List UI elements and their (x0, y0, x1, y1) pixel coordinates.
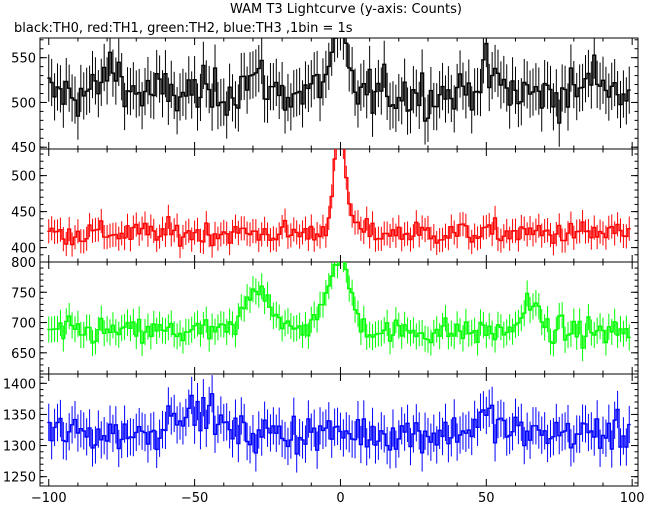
y-tick-label: 650 (11, 347, 36, 362)
x-tick-label: 50 (478, 491, 495, 505)
y-tick-label: 450 (11, 206, 36, 221)
lightcurve-line (47, 149, 631, 247)
y-tick-label: 800 (11, 256, 36, 271)
panel-frame (39, 261, 639, 375)
lightcurve-line (47, 262, 631, 349)
y-tick-label: 1400 (3, 377, 36, 392)
panel-th0: 450 500 550 (11, 37, 639, 156)
y-tick-label: 400 (11, 242, 36, 257)
y-tick-label: 1300 (3, 440, 36, 455)
y-tick-label: 1350 (3, 408, 36, 423)
y-tick-label: 750 (11, 286, 36, 301)
chart-subtitle: black:TH0, red:TH1, green:TH2, blue:TH3 … (14, 21, 353, 36)
series-th3 (47, 375, 631, 473)
y-tick-label: 1250 (3, 471, 36, 486)
chart-panels: 450 500 550 400 450 500 650 700 750 800 1250 1300 13… (3, 37, 639, 487)
y-tick-label: 500 (11, 96, 36, 111)
x-tick-label: −50 (181, 491, 208, 505)
panel-th2: 650 700 750 800 (11, 256, 639, 375)
x-tick-label: −100 (31, 491, 67, 505)
x-axis: −100 −50 0 50 100 (31, 491, 645, 505)
panel-frame (39, 373, 639, 487)
panel-frame (39, 148, 639, 263)
lightcurve-line (47, 38, 631, 124)
panel-frame (39, 37, 639, 150)
panel-th1: 400 450 500 (11, 148, 639, 263)
lightcurve-line (47, 393, 631, 455)
chart-title: WAM T3 Lightcurve (y-axis: Counts) (230, 2, 462, 17)
series-th2 (47, 262, 631, 362)
y-tick-label: 450 (11, 141, 36, 156)
x-tick-label: 0 (336, 491, 344, 505)
series-th1 (47, 149, 631, 259)
panel-th3: 1250 1300 1350 1400 (3, 373, 639, 487)
y-tick-label: 550 (11, 52, 36, 67)
y-tick-label: 500 (11, 170, 36, 185)
y-tick-label: 700 (11, 317, 36, 332)
x-tick-label: 100 (620, 491, 645, 505)
